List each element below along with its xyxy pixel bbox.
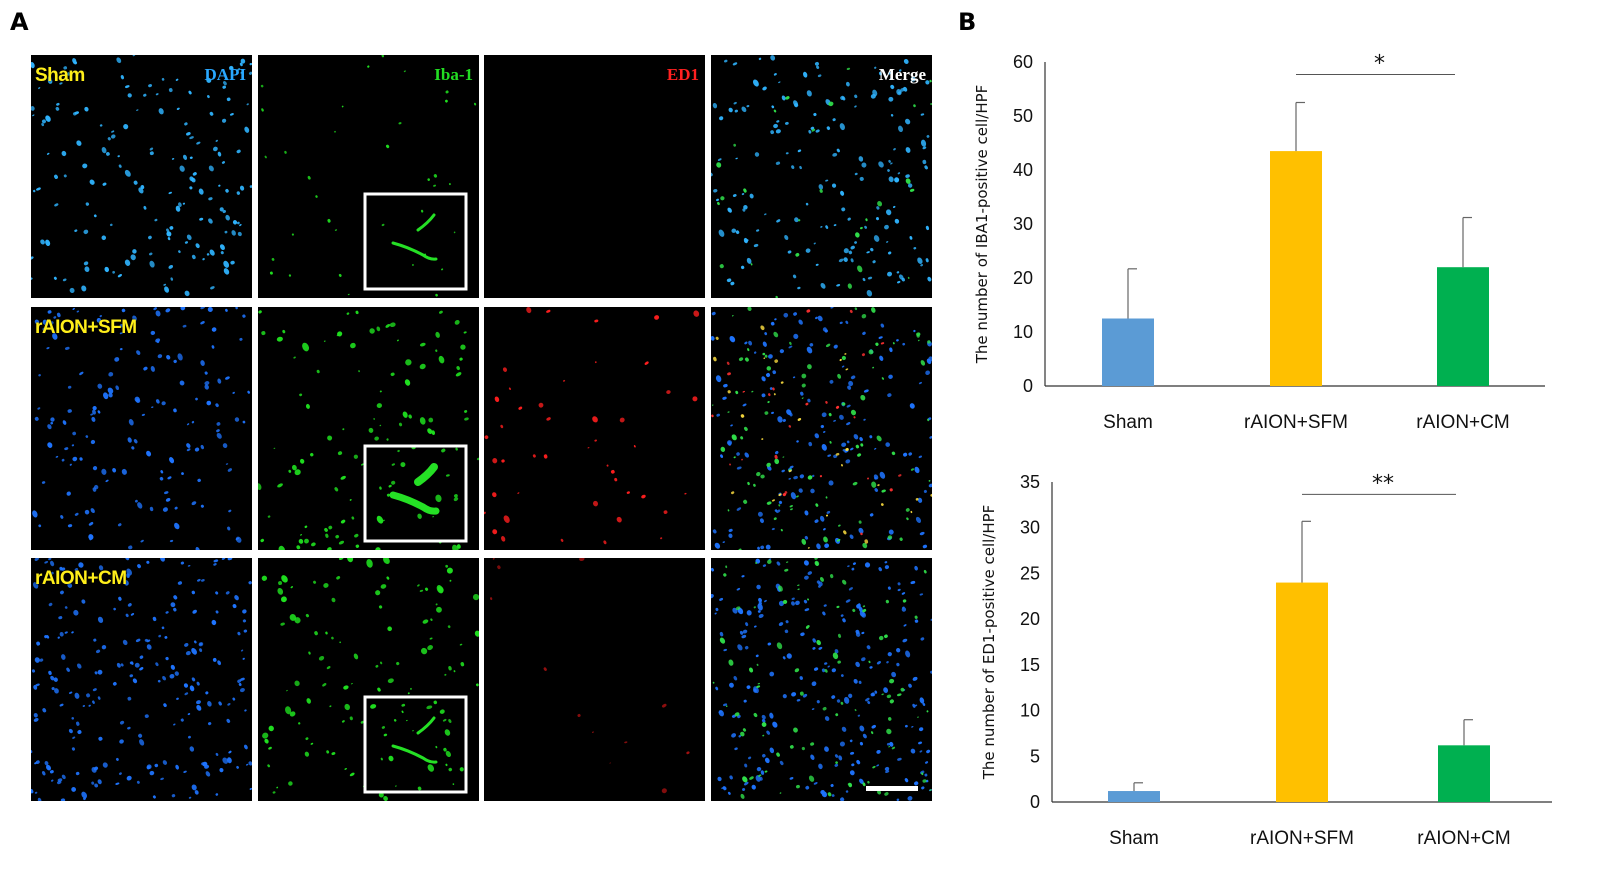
- category-label: Sham: [1103, 412, 1153, 433]
- micrograph-image: [260, 55, 477, 297]
- micrograph-tile: Iba-1: [258, 55, 479, 298]
- micrograph-tile: Sham DAPI: [31, 55, 252, 298]
- panel-b-label: B: [958, 8, 977, 36]
- bar: [1270, 151, 1322, 386]
- y-tick-label: 50: [1013, 106, 1033, 126]
- category-label: rAION+SFM: [1250, 828, 1354, 849]
- micrograph-image: [484, 307, 700, 545]
- y-tick-label: 5: [1030, 746, 1040, 766]
- y-tick-label: 0: [1030, 792, 1040, 812]
- y-tick-label: 10: [1020, 701, 1040, 721]
- channel-label: ED1: [666, 65, 699, 84]
- channel-label: DAPI: [204, 65, 246, 84]
- bar: [1276, 582, 1328, 802]
- micrograph-image: [258, 310, 479, 550]
- panel-a-label: A: [10, 8, 29, 36]
- micrograph-image: [711, 55, 932, 298]
- row-label: Sham: [35, 65, 85, 86]
- y-tick-label: 60: [1013, 52, 1033, 72]
- micrograph-tile: [484, 558, 705, 801]
- significance-marker: **: [1372, 471, 1394, 496]
- micrograph-tile: [711, 307, 932, 550]
- micrograph-image: [490, 558, 690, 794]
- ed1-chart-svg: 0 5 10 15 20 25 30 35 The number of ED1-positive…: [980, 471, 1552, 849]
- micrograph-tile: [258, 558, 479, 801]
- bar: [1108, 791, 1160, 802]
- micrograph-image: [31, 558, 252, 801]
- micrograph-image: [711, 558, 932, 801]
- y-tick-label: 30: [1020, 518, 1040, 538]
- channel-label: Merge: [878, 65, 926, 84]
- category-label: Sham: [1109, 828, 1159, 849]
- ed1-chart: 0 5 10 15 20 25 30 35 The number of ED1-positive…: [960, 460, 1560, 875]
- channel-label: Iba-1: [434, 65, 473, 84]
- y-tick-label: 15: [1020, 655, 1040, 675]
- micrograph-tile: [484, 307, 705, 550]
- bar: [1438, 745, 1490, 802]
- iba1-chart: 0 10 20 30 40 50 60 The number of IBA1-positive…: [960, 40, 1560, 440]
- y-tick-label: 10: [1013, 322, 1033, 342]
- micrograph-grid: Sham DAPI Iba-1 ED1 Merge rAION+SFM rAION+CM: [31, 55, 932, 801]
- y-axis-label: The number of IBA1-positive cell/HPF: [973, 85, 991, 365]
- row-label: rAION+CM: [35, 568, 127, 589]
- y-axis-label: The number of ED1-positive cell/HPF: [980, 505, 998, 781]
- category-label: rAION+SFM: [1244, 412, 1348, 433]
- y-tick-label: 30: [1013, 214, 1033, 234]
- y-tick-label: 0: [1023, 376, 1033, 396]
- y-tick-label: 35: [1020, 472, 1040, 492]
- micrograph-tile: [711, 558, 932, 801]
- iba1-chart-svg: 0 10 20 30 40 50 60 The number of IBA1-positive…: [973, 52, 1545, 433]
- row-label: rAION+SFM: [35, 317, 137, 338]
- y-tick-label: 40: [1013, 160, 1033, 180]
- micrograph-image: [484, 55, 705, 298]
- bar: [1102, 318, 1154, 386]
- micrograph-tile: [258, 307, 479, 550]
- micrograph-tile: Merge: [711, 55, 932, 298]
- y-tick-label: 20: [1020, 609, 1040, 629]
- bar: [1437, 267, 1489, 386]
- y-tick-label: 25: [1020, 563, 1040, 583]
- micrograph-image: [32, 307, 251, 550]
- category-label: rAION+CM: [1417, 828, 1510, 849]
- micrograph-image: [711, 307, 932, 550]
- micrograph-tile: rAION+CM: [31, 558, 252, 801]
- micrograph-image: [261, 558, 479, 801]
- significance-marker: *: [1374, 52, 1385, 77]
- y-tick-label: 20: [1013, 268, 1033, 288]
- micrograph-tile: rAION+SFM: [31, 307, 252, 550]
- micrograph-tile: ED1: [484, 55, 705, 298]
- micrograph-image: [31, 55, 252, 297]
- category-label: rAION+CM: [1416, 412, 1509, 433]
